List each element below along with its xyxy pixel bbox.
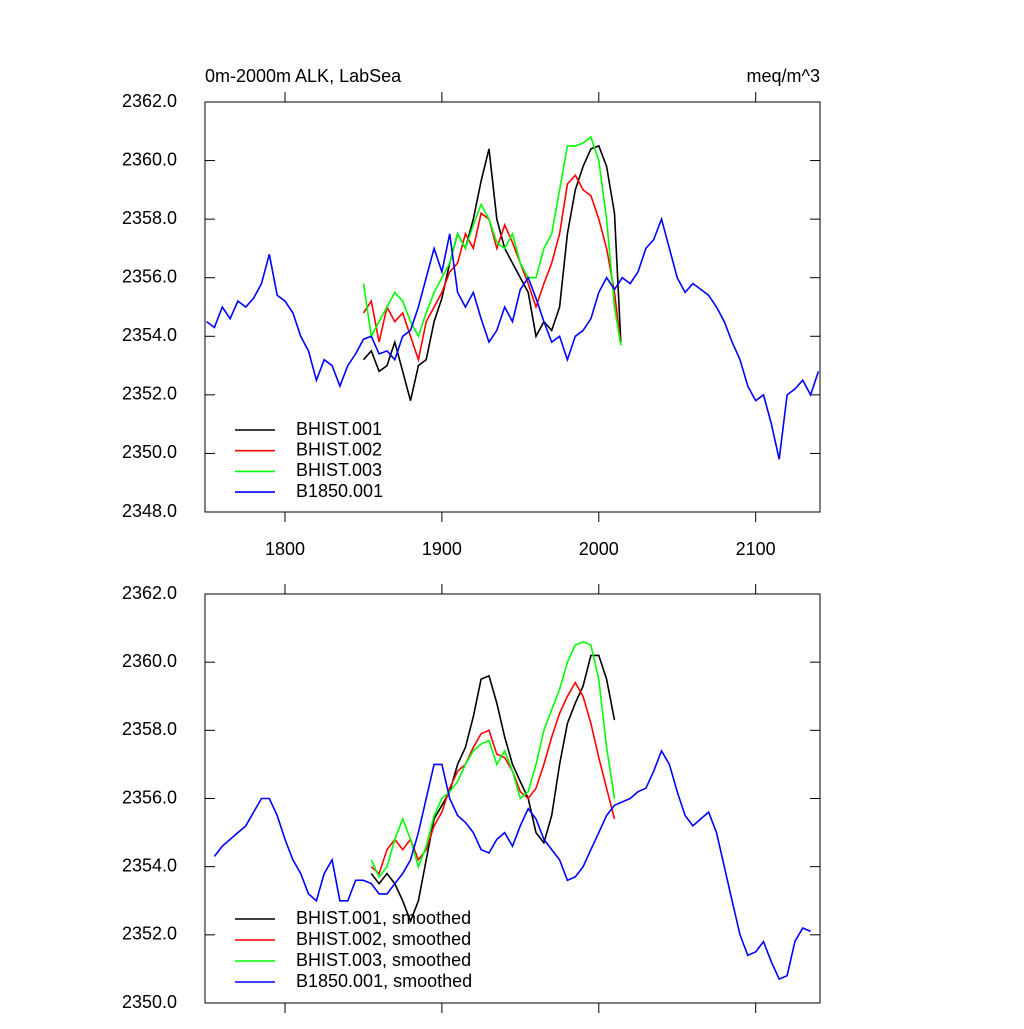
y-tick-label: 2356.0 — [122, 787, 177, 807]
units-label: meq/m^3 — [747, 66, 820, 86]
legend-label: BHIST.003 — [296, 460, 382, 480]
legend-label: B1850.001 — [296, 481, 383, 501]
y-tick-label: 2354.0 — [122, 325, 177, 345]
y-tick-label: 2358.0 — [122, 208, 177, 228]
panel: 2350.0 2352.0 2354.0 2356.0 2358.0 2360.0 2362… — [122, 583, 821, 1013]
panel: 0m-2000m ALK, LabSea meq/m^3 2348.0 2350.0 2… — [122, 66, 821, 559]
data-line — [370, 654, 616, 924]
data-line — [206, 216, 820, 460]
legend-label: BHIST.003, smoothed — [296, 950, 471, 970]
y-tick-label: 2350.0 — [122, 442, 177, 462]
x-tick-label: 2100 — [736, 539, 776, 559]
legend-label: B1850.001, smoothed — [296, 971, 472, 991]
y-tick-label: 2360.0 — [122, 149, 177, 169]
legend-label: BHIST.002, smoothed — [296, 929, 471, 949]
data-line — [362, 144, 622, 401]
x-tick-label: 2000 — [579, 539, 619, 559]
y-tick-label: 2360.0 — [122, 651, 177, 671]
y-tick-label: 2352.0 — [122, 384, 177, 404]
y-tick-label: 2354.0 — [122, 855, 177, 875]
legend-label: BHIST.001 — [296, 419, 382, 439]
x-tick-label: 1900 — [422, 539, 462, 559]
plot-frame — [204, 101, 821, 513]
data-line — [362, 135, 622, 346]
data-line — [370, 640, 616, 879]
legend-label: BHIST.002 — [296, 439, 382, 459]
y-tick-label: 2348.0 — [122, 501, 177, 521]
data-line — [213, 748, 811, 981]
chart-title: 0m-2000m ALK, LabSea — [205, 66, 402, 86]
y-tick-label: 2356.0 — [122, 266, 177, 286]
y-tick-label: 2352.0 — [122, 924, 177, 944]
y-tick-label: 2358.0 — [122, 719, 177, 739]
x-tick-label: 1800 — [265, 539, 305, 559]
y-tick-label: 2362.0 — [122, 583, 177, 603]
y-tick-label: 2362.0 — [122, 91, 177, 111]
y-tick-label: 2350.0 — [122, 992, 177, 1012]
legend-label: BHIST.001, smoothed — [296, 908, 471, 928]
data-line — [362, 173, 622, 363]
